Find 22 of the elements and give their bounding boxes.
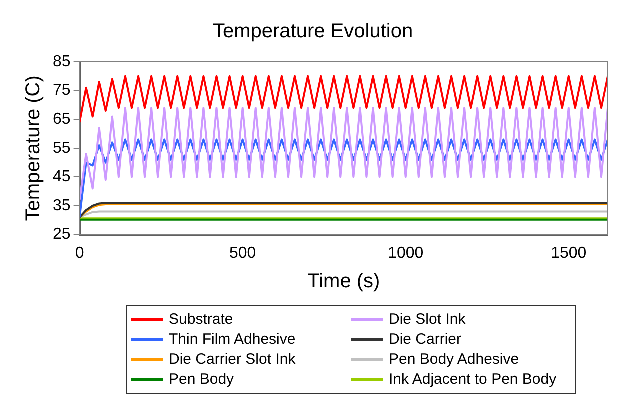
x-tick-label: 0 (75, 244, 84, 262)
y-tick-label: 35 (53, 197, 71, 214)
y-tick-label: 55 (53, 140, 71, 157)
y-tick-label: 65 (53, 111, 71, 128)
legend-label: Pen Body Adhesive (389, 351, 520, 368)
legend-label: Die Carrier (389, 331, 462, 348)
x-tick-label: 1500 (551, 244, 587, 262)
legend-label: Thin Film Adhesive (169, 331, 296, 348)
legend-label: Die Carrier Slot Ink (169, 351, 296, 368)
x-axis-title: Time (s) (308, 270, 380, 293)
y-tick-label: 85 (53, 53, 71, 70)
legend-label: Die Slot Ink (389, 311, 466, 328)
y-tick-label: 45 (53, 168, 71, 186)
legend-label: Substrate (169, 311, 234, 328)
legend-label: Pen Body (169, 371, 234, 388)
x-tick-label: 500 (229, 244, 256, 262)
chart-title: Temperature Evolution (212, 20, 414, 43)
y-tick-label: 75 (53, 82, 71, 100)
legend-label: Ink Adjacent to Pen Body (389, 371, 557, 388)
y-tick-label: 25 (53, 226, 71, 244)
y-axis-title: Temperature (C) (22, 76, 45, 222)
x-tick-label: 1000 (388, 244, 424, 262)
